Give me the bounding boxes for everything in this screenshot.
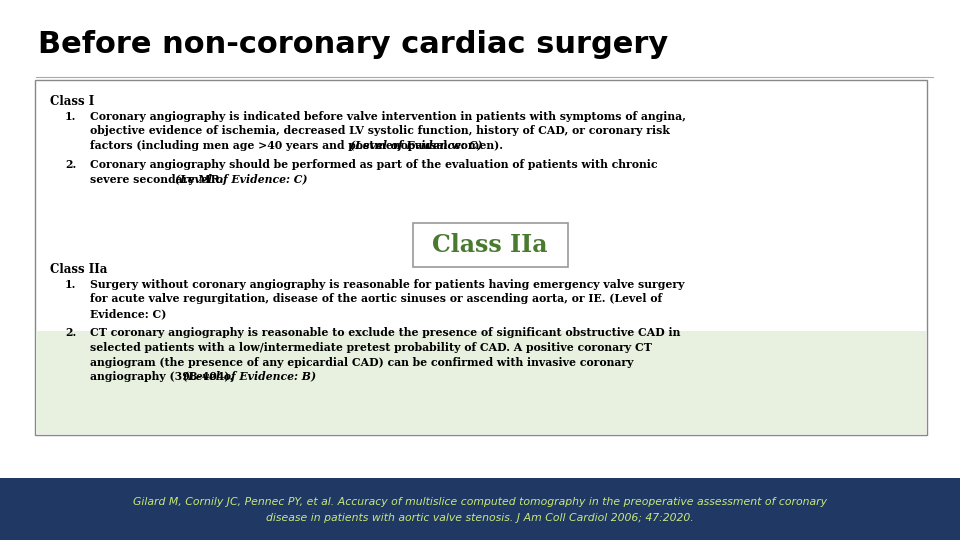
- Text: 2.: 2.: [65, 327, 76, 339]
- Bar: [0, 478, 960, 540]
- Text: 1.: 1.: [65, 279, 77, 290]
- Text: Gilard M, Cornily JC, Pennec PY, et al. Accuracy of multislice computed tomograp: Gilard M, Cornily JC, Pennec PY, et al. …: [133, 497, 827, 507]
- Text: selected patients with a low/intermediate pretest probability of CAD. A positive: selected patients with a low/intermediat…: [90, 342, 652, 353]
- Text: Surgery without coronary angiography is reasonable for patients having emergency: Surgery without coronary angiography is …: [90, 279, 684, 290]
- Bar: [413, 223, 567, 267]
- Text: disease in patients with aortic valve stenosis. J Am Coll Cardiol 2006; 47:2020.: disease in patients with aortic valve st…: [266, 513, 694, 523]
- Text: angiography (398-404).: angiography (398-404).: [90, 371, 237, 382]
- Text: severe secondary MR.: severe secondary MR.: [90, 174, 228, 185]
- Text: 1.: 1.: [65, 111, 77, 122]
- Text: (Level of Evidence: C): (Level of Evidence: C): [175, 174, 307, 185]
- Text: Before non-coronary cardiac surgery: Before non-coronary cardiac surgery: [38, 30, 668, 59]
- Text: (Level of Evidence: C): (Level of Evidence: C): [349, 140, 482, 151]
- Text: (Level of Evidence: B): (Level of Evidence: B): [183, 371, 317, 382]
- Text: factors (including men age >40 years and postmenopausal women).: factors (including men age >40 years and…: [90, 140, 507, 151]
- Text: 2.: 2.: [65, 159, 76, 171]
- Text: angiogram (the presence of any epicardial CAD) can be confirmed with invasive co: angiogram (the presence of any epicardia…: [90, 356, 634, 368]
- Text: for acute valve regurgitation, disease of the aortic sinuses or ascending aorta,: for acute valve regurgitation, disease o…: [90, 294, 662, 305]
- Text: CT coronary angiography is reasonable to exclude the presence of significant obs: CT coronary angiography is reasonable to…: [90, 327, 681, 339]
- Text: objective evidence of ischemia, decreased LV systolic function, history of CAD, : objective evidence of ischemia, decrease…: [90, 125, 670, 137]
- Bar: [36, 331, 926, 434]
- Text: Class IIa: Class IIa: [432, 233, 548, 257]
- Text: Class I: Class I: [50, 95, 94, 108]
- Text: Evidence: C): Evidence: C): [90, 308, 166, 319]
- Text: Class IIa: Class IIa: [50, 263, 108, 276]
- Text: Coronary angiography should be performed as part of the evaluation of patients w: Coronary angiography should be performed…: [90, 159, 658, 171]
- Bar: [35, 80, 927, 435]
- Text: Coronary angiography is indicated before valve intervention in patients with sym: Coronary angiography is indicated before…: [90, 111, 685, 122]
